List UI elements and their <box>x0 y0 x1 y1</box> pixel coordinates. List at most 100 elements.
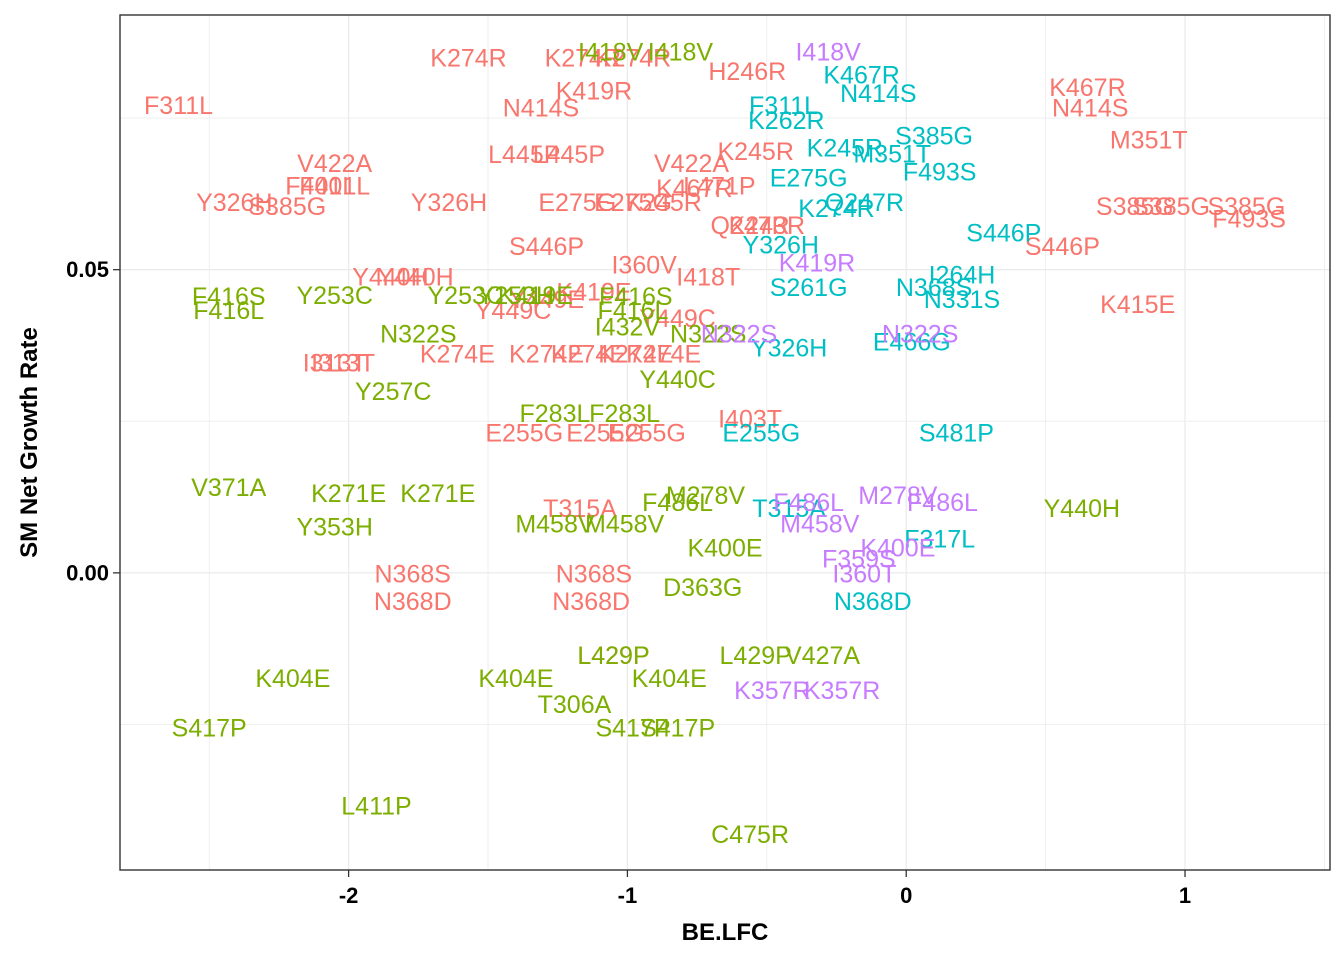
grid <box>120 15 1330 870</box>
point-label: K274R <box>545 45 621 73</box>
point-label: Y253C <box>427 282 503 310</box>
point-label: I418V <box>648 39 714 67</box>
point-label: V371A <box>191 474 266 502</box>
point-label: K274E <box>626 341 701 369</box>
point-label: F416L <box>193 297 264 325</box>
point-label: S385G <box>895 122 973 150</box>
point-label: N368S <box>375 561 451 589</box>
point-label: F416L <box>598 297 669 325</box>
point-label: K274E <box>420 341 495 369</box>
point-label: K404E <box>478 665 553 693</box>
point-label: Y449E <box>509 286 584 314</box>
point-label: K400E <box>860 535 935 563</box>
point-label: K415E <box>1100 291 1175 319</box>
point-label: E255G <box>722 419 800 447</box>
point-label: N414S <box>840 80 916 108</box>
point-label: M351T <box>853 140 931 168</box>
point-label: F283L <box>589 400 660 428</box>
point-label: S385G <box>1132 193 1210 221</box>
y-tick-label: 0.00 <box>66 560 109 585</box>
point-label: N368S <box>896 274 972 302</box>
point-label: K404E <box>632 665 707 693</box>
point-label: S261G <box>770 274 848 302</box>
point-label: Y440C <box>639 366 715 394</box>
point-label: F311L <box>749 92 818 120</box>
point-label: K400E <box>687 535 762 563</box>
point-label: I360T <box>832 561 896 589</box>
point-label: M458V <box>585 510 665 538</box>
point-labels: K274R K274RK274RF311LK419RN414SH246RK467R… <box>144 39 1286 849</box>
point-label: N368S <box>556 561 632 589</box>
point-label: F493S <box>903 159 977 187</box>
point-label: F401L <box>285 173 356 201</box>
point-label: K243R <box>729 212 805 240</box>
point-label: Y440H <box>377 264 453 292</box>
point-label: F493S <box>1212 205 1286 233</box>
point-label: K467R <box>823 62 899 90</box>
point-label: K357R <box>734 677 810 705</box>
point-label: V422A <box>297 150 372 178</box>
point-label: L429P <box>720 642 792 670</box>
point-label: K467R <box>656 175 732 203</box>
point-label: K274R <box>798 195 874 223</box>
point-label: K262R <box>748 107 824 135</box>
point-label: Y353H <box>296 513 372 541</box>
point-label: K245R <box>717 138 793 166</box>
point-label: K274E <box>509 341 584 369</box>
point-label: E275G <box>594 189 672 217</box>
point-label: Y449C <box>475 297 551 325</box>
point-label: T315A <box>752 495 826 523</box>
point-label: V422A <box>654 150 729 178</box>
point-label: S417P <box>595 715 670 743</box>
point-label: L429P <box>577 642 649 670</box>
point-label: Y440H <box>352 264 428 292</box>
point-label: N322S <box>701 321 777 349</box>
point-label: F416S <box>192 283 266 311</box>
point-label: L429P <box>577 642 649 670</box>
x-axis-title: BE.LFC <box>682 919 769 946</box>
point-label: F486L <box>907 489 978 517</box>
point-label: N414S <box>1052 94 1128 122</box>
point-label: F416S <box>599 283 673 311</box>
point-label: S481P <box>919 419 994 447</box>
point-label: K357R <box>804 677 880 705</box>
point-label: E275G <box>538 189 616 217</box>
point-label: V427A <box>785 642 860 670</box>
point-label: F359S <box>822 546 896 574</box>
point-label: E275G <box>770 165 848 193</box>
x-tick-label: -1 <box>618 883 638 908</box>
point-label: C475R <box>711 821 789 849</box>
point-label: S385G <box>1207 193 1285 221</box>
point-label: N322S <box>380 321 456 349</box>
point-label: Y440H <box>1044 495 1120 523</box>
point-label: F283L <box>519 400 590 428</box>
point-label: N322S <box>670 321 746 349</box>
axis-ticks: -2 -1 0 1 0.00 0.05 <box>66 257 1191 908</box>
panel-border <box>119 14 1331 871</box>
point-label: F311L <box>144 92 213 120</box>
point-label: F401L <box>299 173 370 201</box>
point-label: S385G <box>1096 193 1174 221</box>
point-label: L411P <box>341 792 411 820</box>
point-label: M351T <box>1110 127 1188 155</box>
point-label: F486L <box>642 489 713 517</box>
point-label: S385G <box>248 193 326 221</box>
point-label: K245R <box>625 189 701 217</box>
point-label: I432V <box>595 313 661 341</box>
point-label: I418V <box>578 39 644 67</box>
point-label: S446P <box>509 233 584 261</box>
point-label: L471P <box>683 173 755 201</box>
point-label: F486L <box>773 489 844 517</box>
x-tick-label: 0 <box>900 883 912 908</box>
point-label: K419E <box>498 282 573 310</box>
point-label: S446P <box>1025 233 1100 261</box>
point-label: Y326H <box>411 189 487 217</box>
point-label: K245R <box>807 134 883 162</box>
point-label: Y449C <box>639 305 715 333</box>
point-label: Y326H <box>743 231 819 259</box>
point-label: K274R <box>595 45 671 73</box>
point-label: D363G <box>663 574 742 602</box>
point-label: K271E <box>400 480 475 508</box>
point-label: S417P <box>640 715 715 743</box>
